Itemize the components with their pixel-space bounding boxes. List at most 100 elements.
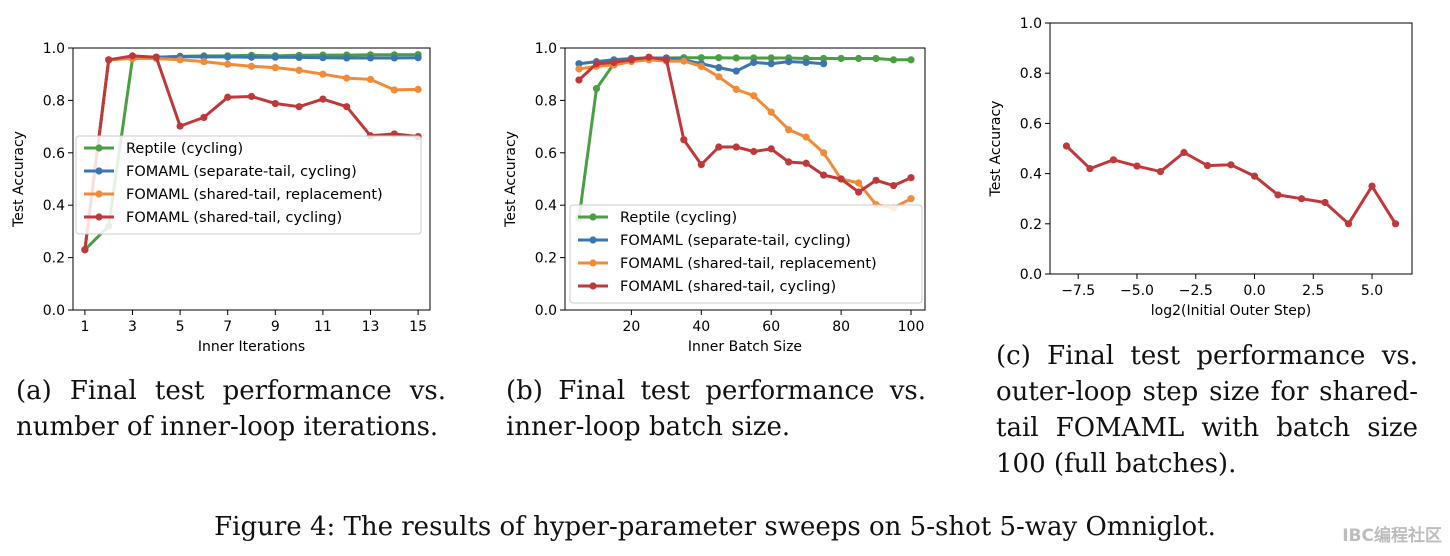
data-point	[732, 85, 740, 93]
data-point	[247, 53, 256, 61]
data-point	[820, 171, 828, 179]
y-axis-label: Test Accuracy	[988, 101, 1004, 198]
data-point	[767, 108, 775, 116]
x-axis-label: Inner Batch Size	[688, 339, 802, 355]
data-point	[343, 54, 351, 62]
x-tick-label: 0.0	[1243, 283, 1265, 299]
data-point	[627, 56, 636, 64]
data-point	[767, 60, 775, 68]
x-tick-label: −7.5	[1061, 283, 1095, 299]
x-tick-label: 100	[898, 319, 925, 335]
legend-marker	[95, 144, 103, 152]
data-point	[1321, 198, 1329, 207]
x-tick-label: 11	[314, 319, 332, 335]
data-point	[854, 54, 863, 63]
legend-marker	[95, 213, 103, 221]
legend-entry: FOMAML (separate-tail, cycling)	[126, 164, 357, 180]
legend-entry: FOMAML (separate-tail, cycling)	[620, 233, 851, 249]
watermark: IBC编程社区	[1342, 526, 1442, 546]
data-point	[715, 64, 723, 72]
y-axis-label: Test Accuracy	[503, 131, 519, 228]
x-axis-label: log2(Initial Outer Step)	[1151, 303, 1311, 319]
plot-frame	[72, 47, 431, 311]
data-point	[414, 54, 422, 62]
chart-outer-step-size: 0.0 0.2 0.4 0.6 0.8 1.0 −7.5 −5.0 −2.5 0.0 2.5 5.0 l…	[988, 16, 1413, 319]
data-point	[697, 62, 705, 70]
caption-c: (c) Final test performance vs. outer-loo…	[996, 341, 1418, 479]
data-point	[224, 93, 232, 101]
x-tick-label: 40	[692, 319, 710, 335]
data-point	[1133, 162, 1141, 170]
data-point	[1391, 220, 1400, 228]
legend-marker	[95, 167, 103, 175]
y-tick-label: 0.0	[43, 303, 65, 319]
data-point	[1227, 161, 1235, 169]
data-point	[662, 56, 670, 64]
y-tick-label: 0.4	[1020, 167, 1042, 183]
data-point	[390, 54, 398, 62]
y-tick-label: 1.0	[1020, 16, 1042, 32]
x-tick-label: 1	[80, 319, 89, 335]
data-point	[697, 160, 705, 169]
caption-a: (a) Final test performance vs. number of…	[16, 376, 446, 442]
data-point	[889, 181, 898, 190]
data-point	[872, 54, 880, 63]
data-point	[907, 174, 915, 182]
legend-marker	[589, 236, 597, 244]
x-tick-label: 15	[409, 319, 427, 335]
y-tick-label: 0.8	[535, 93, 557, 109]
x-tick-label: 5	[176, 319, 185, 335]
data-point	[732, 143, 740, 151]
data-point	[1368, 182, 1376, 190]
data-point	[247, 92, 256, 101]
data-point	[1156, 167, 1165, 176]
data-point	[715, 73, 723, 81]
data-point	[105, 56, 113, 64]
data-point	[414, 85, 422, 93]
data-point	[697, 54, 705, 62]
data-point	[343, 103, 351, 111]
data-point	[592, 60, 601, 68]
data-point	[907, 195, 915, 203]
data-point	[767, 145, 775, 153]
legend-marker	[95, 190, 103, 198]
data-point	[200, 58, 208, 66]
chart-inner-batch-size: 0.0 0.2 0.4 0.6 0.8 1.0 20 40 60 80 100 Inner Batch…	[503, 41, 926, 355]
y-tick-label: 0.2	[535, 251, 557, 267]
data-point	[837, 54, 845, 63]
data-point	[224, 60, 232, 68]
data-point	[295, 53, 303, 62]
data-point	[319, 54, 327, 62]
figure-caption: Figure 4: The results of hyper-parameter…	[214, 512, 1216, 542]
legend-entry: FOMAML (shared-tail, replacement)	[620, 256, 877, 272]
data-point	[802, 133, 810, 141]
y-tick-label: 0.6	[43, 146, 65, 162]
x-tick-label: 9	[271, 319, 280, 335]
data-point	[820, 54, 828, 63]
data-point	[1062, 142, 1071, 150]
data-point	[128, 52, 137, 60]
data-point	[366, 54, 375, 62]
data-point	[592, 85, 601, 93]
y-tick-label: 0.8	[43, 93, 65, 109]
data-point	[802, 159, 810, 167]
data-point	[854, 179, 863, 187]
data-point	[271, 64, 279, 72]
x-tick-label: −2.5	[1179, 283, 1213, 299]
y-tick-label: 0.2	[43, 251, 65, 267]
data-point	[854, 188, 863, 196]
y-tick-label: 1.0	[535, 41, 557, 57]
data-point	[1203, 161, 1212, 170]
data-point	[785, 126, 793, 134]
data-point	[907, 56, 915, 64]
data-point	[271, 99, 279, 108]
data-point	[785, 158, 793, 166]
data-point	[1086, 164, 1094, 173]
legend-box	[75, 135, 422, 235]
legend-box	[569, 204, 923, 304]
y-tick-label: 0.2	[1020, 217, 1042, 233]
data-point	[575, 76, 583, 84]
y-tick-label: 0.8	[1020, 66, 1042, 82]
legend-entry: FOMAML (shared-tail, cycling)	[126, 210, 342, 226]
